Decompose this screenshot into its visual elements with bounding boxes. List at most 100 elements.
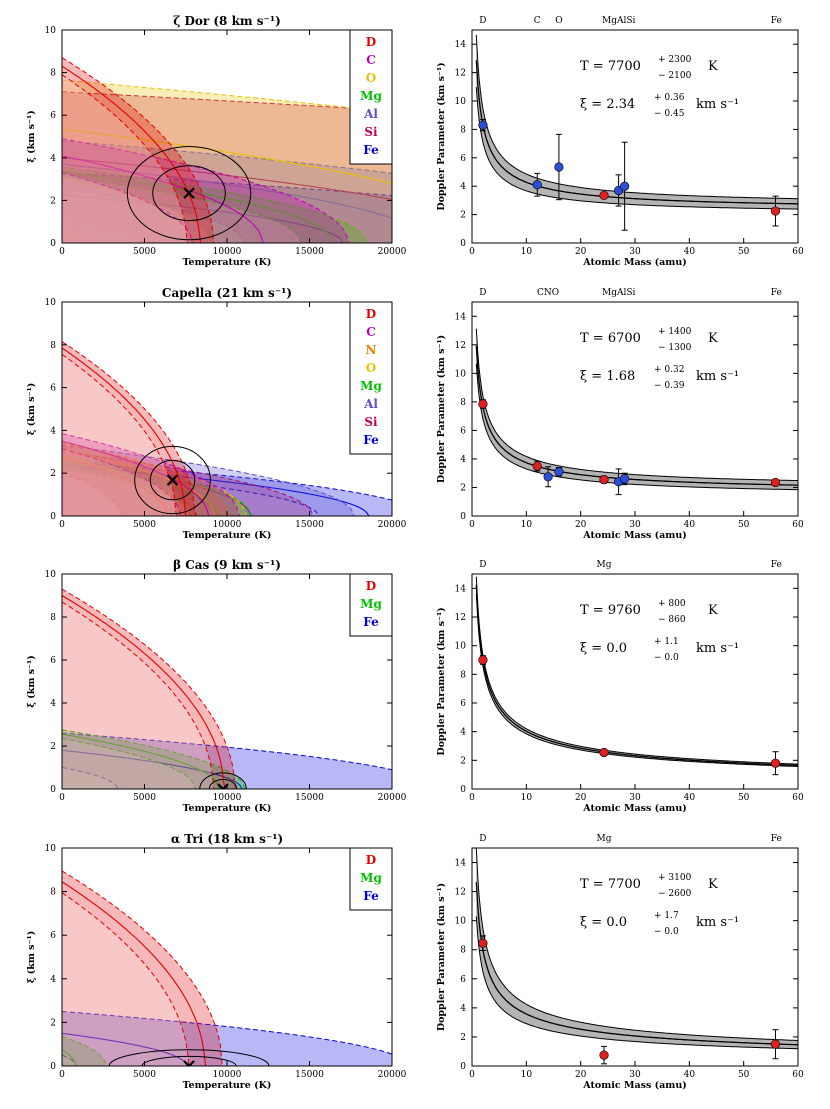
x-tick-label: 20000: [378, 793, 407, 803]
band-lower-al: [62, 187, 244, 243]
band-upper-al: [62, 444, 355, 516]
band-inner-mg: [62, 175, 302, 243]
legend-entry-mg: Mg: [360, 597, 382, 611]
y-tick-label: 2: [50, 742, 56, 752]
data-point: [543, 472, 553, 482]
band-center-c: [62, 155, 264, 243]
x-tick-label: 5000: [133, 793, 156, 803]
x-tick-label: 60: [792, 793, 804, 803]
x-tick-label: 0: [469, 247, 475, 257]
band-inner-o: [62, 456, 188, 516]
y-tick-label: 6: [460, 154, 466, 164]
element-label: D: [479, 16, 486, 26]
y-tick-label: 14: [455, 584, 467, 594]
fit-temperature: T = 7700: [580, 877, 641, 892]
y-tick-label: 2: [460, 756, 466, 766]
x-tick-label: 60: [792, 247, 804, 257]
band-lower-fe: [62, 767, 119, 789]
fit-xi: ξ = 1.68: [580, 369, 635, 384]
fit-xi-unit: km s⁻¹: [696, 641, 739, 656]
y-tick-label: 10: [455, 917, 467, 927]
y-tick-label: 14: [455, 859, 467, 869]
y-tick-label: 2: [460, 1033, 466, 1043]
y-axis-label: ξ (km s⁻¹): [26, 110, 37, 162]
legend-entry-d: D: [366, 35, 376, 49]
y-tick-label: 0: [460, 512, 466, 522]
plot-area: [475, 848, 798, 1050]
legend-entry-si: Si: [364, 415, 378, 429]
fit-xi-lower: − 0.0: [654, 653, 679, 663]
x-tick-label: 10000: [213, 520, 242, 530]
contour-2sigma: [134, 445, 211, 515]
band-upper-o: [62, 79, 392, 113]
y-tick-label: 2: [460, 211, 466, 221]
band-upper-al: [62, 140, 392, 174]
element-label: C: [534, 16, 541, 26]
legend-entry-mg: Mg: [360, 379, 382, 393]
band-upper-si: [62, 91, 392, 112]
model-upper: [475, 328, 798, 482]
band-center-mg: [62, 733, 221, 789]
contour-1sigma: [152, 165, 226, 222]
y-tick-label: 8: [50, 888, 56, 898]
fit-xi-upper: + 1.7: [654, 911, 679, 921]
x-axis-label: Temperature (K): [183, 1080, 272, 1091]
best-fit-marker: [183, 1060, 195, 1066]
model-best: [475, 60, 798, 205]
y-tick-label: 8: [50, 341, 56, 351]
band-inner-d: [62, 602, 214, 789]
y-tick-label: 8: [460, 946, 466, 956]
y-tick-label: 4: [50, 699, 56, 709]
legend-entry-al: Al: [363, 397, 378, 411]
y-tick-label: 12: [455, 341, 466, 351]
band-inner-fe: [62, 767, 119, 789]
x-tick-label: 20: [575, 1070, 587, 1080]
band-lower-mg: [62, 738, 197, 789]
fit-temperature-unit: K: [708, 331, 718, 346]
legend-entry-mg: Mg: [360, 871, 382, 885]
band-center-fe: [62, 465, 370, 516]
band-lower-al: [62, 483, 124, 516]
data-point: [599, 190, 609, 201]
plot-area: [475, 328, 798, 491]
fit-xi-lower: − 0.0: [654, 927, 679, 937]
x-tick-label: 0: [59, 520, 65, 530]
data-point: [554, 467, 564, 477]
x-tick-label: 20: [575, 793, 587, 803]
y-tick-label: 4: [460, 728, 466, 738]
band-inner-al: [62, 187, 244, 243]
y-tick-label: 0: [460, 1062, 466, 1072]
x-axis-label: Atomic Mass (amu): [582, 257, 686, 268]
data-point: [620, 181, 630, 191]
fit-temperature-unit: K: [708, 603, 718, 618]
x-tick-label: 10000: [213, 793, 242, 803]
fit-temperature-unit: K: [708, 877, 718, 892]
band-mg: [62, 166, 368, 243]
band-inner-d: [62, 354, 178, 516]
band-fill-d: [62, 57, 214, 243]
fit-temperature-lower: − 2100: [658, 71, 692, 81]
y-tick-label: 8: [460, 398, 466, 408]
fit-xi: ξ = 2.34: [580, 97, 635, 112]
model-lower: [475, 916, 798, 1050]
plot-area: [62, 57, 392, 243]
data-point: [478, 655, 488, 665]
x-tick-label: 10: [521, 793, 533, 803]
band-inner-si: [62, 223, 86, 243]
band-fill-d: [62, 870, 224, 1066]
band-c: [62, 138, 350, 243]
panel-title: Capella (21 km s⁻¹): [162, 286, 292, 300]
band-d: [62, 870, 225, 1066]
temp-xi-panel-1: 0 5000 10000 15000 20000 0 2 4 6 8 10 ζ Dor (8 km s…: [26, 14, 407, 268]
x-tick-label: 10: [521, 247, 533, 257]
model-lower: [475, 87, 798, 210]
band-inner-mg: [62, 466, 191, 516]
band-center-o: [62, 128, 392, 184]
model-upper: [475, 848, 798, 1041]
band-o: [62, 79, 392, 243]
x-tick-label: 40: [684, 247, 696, 257]
fit-temperature: T = 7700: [580, 59, 641, 74]
data-point: [478, 399, 488, 409]
model-lower: [475, 593, 798, 767]
element-label: O: [555, 16, 562, 26]
